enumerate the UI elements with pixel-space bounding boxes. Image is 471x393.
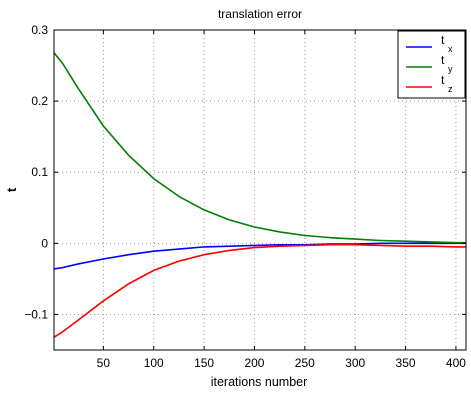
- axis-ticks: 50 100 150 200 250 300 350 400 −0.1 0 0.1 0.2 0.3: [24, 23, 466, 370]
- legend-subscript-ty: y: [448, 64, 453, 74]
- x-tick-label: 400: [446, 356, 466, 370]
- chart-title: translation error: [218, 7, 302, 21]
- y-axis-label: t: [4, 187, 19, 192]
- x-axis-label: iterations number: [211, 375, 308, 389]
- legend-label-tx: t: [441, 33, 445, 47]
- x-tick-label: 200: [244, 356, 264, 370]
- y-tick-label: 0.3: [31, 23, 48, 37]
- series-line-tx: [53, 242, 466, 270]
- x-tick-label: 250: [295, 356, 315, 370]
- legend-label-ty: t: [441, 53, 445, 67]
- series-layer: [53, 52, 466, 338]
- x-tick-label: 350: [396, 356, 416, 370]
- y-tick-label: 0: [41, 236, 48, 250]
- x-tick-label: 100: [144, 356, 164, 370]
- y-tick-label: −0.1: [24, 307, 48, 321]
- legend-subscript-tz: z: [448, 84, 453, 94]
- legend-box: [397, 30, 466, 99]
- x-tick-label: 50: [97, 356, 111, 370]
- legend-label-tz: t: [441, 73, 445, 87]
- legend-subscript-tx: x: [448, 44, 453, 54]
- plot-area-frame: [53, 29, 467, 351]
- x-tick-label: 150: [194, 356, 214, 370]
- y-tick-label: 0.1: [31, 165, 48, 179]
- series-line-ty: [53, 52, 466, 244]
- y-tick-label: 0.2: [31, 94, 48, 108]
- x-tick-label: 300: [345, 356, 365, 370]
- series-line-tz: [53, 243, 466, 338]
